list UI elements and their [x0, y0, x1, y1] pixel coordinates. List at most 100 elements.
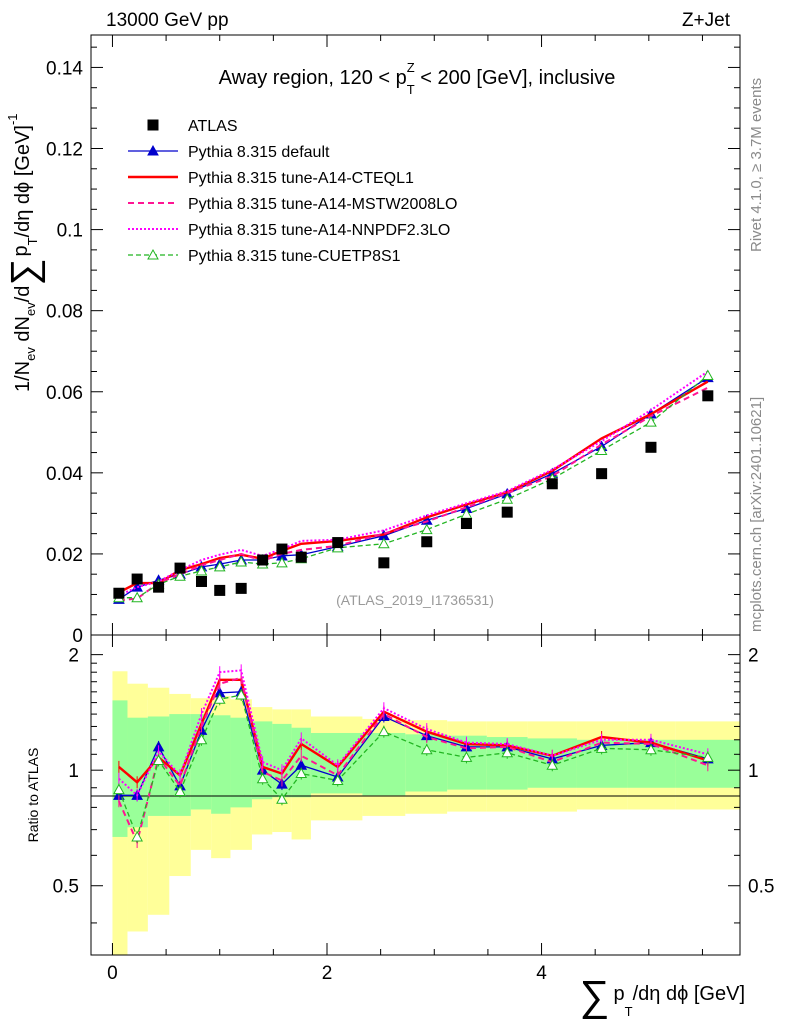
- x-axis-label: ∑ pT/dη dϕ [GeV]: [580, 972, 745, 1019]
- ratio-cuetp-point: [174, 785, 186, 796]
- main-y-tick-label: 0.14: [46, 58, 83, 79]
- main-cuetp-line: [118, 374, 709, 599]
- main-cuetp-point: [213, 560, 226, 572]
- ratio-cuetp-point: [546, 759, 559, 770]
- legend-item-cuetp: Pythia 8.315 tune-CUETP8S1: [128, 248, 401, 265]
- ratio-cuetp-point: [195, 733, 208, 745]
- main-atlas-point: [378, 557, 390, 569]
- main-atlas-point: [131, 573, 143, 585]
- main-y-axis-label: 1/Nev dNev/d∑pT/dη dϕ [GeV]-1: [4, 113, 46, 392]
- legend-atlas-marker: [147, 119, 159, 131]
- main-cuetp-point: [174, 570, 186, 581]
- legend-default-marker: [147, 144, 159, 156]
- legend-cteql1-label: Pythia 8.315 tune-A14-CTEQL1: [188, 170, 414, 187]
- ratio-cuetp-point: [645, 743, 657, 755]
- analysis-source-label: (ATLAS_2019_I1736531): [336, 592, 494, 608]
- legend-item-nnpdf: Pythia 8.315 tune-A14-NNPDF2.3LO: [128, 222, 450, 239]
- main-y-tick-label: 0.06: [46, 383, 83, 404]
- main-title: Away region, 120 < pTZ < 200 [GeV], incl…: [219, 60, 616, 97]
- legend-item-mstw: Pythia 8.315 tune-A14-MSTW2008LO: [128, 196, 457, 213]
- ratio-y-tick-label: 2: [68, 646, 79, 667]
- legend-atlas-label: ATLAS: [188, 118, 238, 135]
- main-atlas-point: [113, 587, 125, 599]
- ratio-cuetp-point: [235, 688, 248, 700]
- main-y-tick-label: 0.12: [46, 140, 83, 161]
- main-y-tick-label: 0.08: [46, 302, 83, 323]
- main-cteql1-line: [118, 380, 709, 594]
- ratio-series-layer: [113, 664, 714, 848]
- legend: ATLAS Pythia 8.315 default Pythia 8.315 tu…: [128, 118, 457, 265]
- legend-default-label: Pythia 8.315 default: [188, 144, 330, 161]
- ratio-cuetp-point: [501, 746, 514, 758]
- ratio-cuetp-point: [420, 743, 433, 755]
- main-atlas-point: [702, 390, 714, 402]
- main-y-tick-label: 0.04: [46, 464, 83, 485]
- main-cuetp-point: [378, 537, 390, 549]
- process-label: Z+Jet: [682, 10, 731, 31]
- mcplots-label: mcplots.cern.ch [arXiv:2401.10621]: [748, 397, 765, 632]
- ratio-y-tick-label-right: 2: [748, 646, 759, 667]
- main-atlas-point: [546, 478, 558, 490]
- ratio-green-band-bin: [211, 715, 231, 814]
- ratio-green-band-bin: [362, 732, 406, 796]
- main-atlas-point: [460, 518, 472, 530]
- main-nnpdf-line: [118, 370, 709, 597]
- ratio-green-band-bin: [169, 714, 191, 816]
- ratio-cuetp-point: [295, 767, 308, 779]
- main-cuetp-point: [420, 523, 433, 535]
- main-cuetp-point: [645, 416, 657, 427]
- main-cuetp-point: [701, 369, 714, 381]
- ratio-cuetp-point: [256, 772, 269, 784]
- main-atlas-point: [645, 441, 657, 453]
- main-atlas-point: [235, 582, 247, 594]
- main-cuetp-point: [131, 591, 143, 603]
- main-atlas-point: [214, 584, 226, 596]
- ratio-green-band-bin: [127, 717, 148, 828]
- ratio-y-tick-label: 0.5: [53, 877, 79, 898]
- legend-item-atlas: ATLAS: [147, 118, 238, 135]
- ratio-cuetp-point: [378, 725, 390, 737]
- main-cuetp-point: [276, 556, 288, 568]
- main-atlas-point: [153, 581, 165, 593]
- main-mstw-line: [118, 386, 709, 602]
- legend-item-default: Pythia 8.315 default: [128, 144, 330, 161]
- ratio-cuetp-point: [595, 742, 608, 753]
- main-default-line: [118, 377, 709, 600]
- main-cuetp-point: [501, 493, 514, 504]
- main-atlas-point: [174, 562, 186, 574]
- ratio-y-tick-label-right: 1: [748, 761, 759, 782]
- ratio-green-band-bin: [230, 717, 252, 808]
- main-series-layer: [113, 369, 714, 604]
- ratio-cuetp-point: [460, 751, 473, 762]
- x-tick-label: 4: [536, 963, 547, 984]
- ratio-cuetp-point: [701, 751, 714, 762]
- legend-cuetp-marker: [147, 248, 159, 260]
- main-atlas-point: [421, 536, 433, 548]
- ratio-y-tick-label: 1: [68, 761, 79, 782]
- ratio-axis-ticks: 0.5 0.5 1 1 2 2 0 2 4: [53, 635, 774, 984]
- legend-nnpdf-label: Pythia 8.315 tune-A14-NNPDF2.3LO: [188, 222, 450, 239]
- main-y-tick-label: 0.02: [46, 545, 83, 566]
- main-atlas-point: [501, 506, 513, 518]
- main-atlas-point: [295, 551, 307, 563]
- main-y-tick-label: 0: [72, 626, 83, 647]
- ratio-cuetp-point: [131, 830, 143, 842]
- ratio-y-axis-label: Ratio to ATLAS: [25, 748, 41, 843]
- ratio-plot-frame: [90, 634, 741, 956]
- x-tick-label: 2: [322, 963, 333, 984]
- ratio-cuetp-point: [213, 693, 226, 704]
- energy-label: 13000 GeV pp: [106, 10, 229, 31]
- main-cuetp-point: [595, 444, 608, 456]
- main-atlas-point: [195, 575, 207, 587]
- ratio-cuetp-point: [113, 783, 125, 795]
- main-atlas-point: [276, 543, 288, 555]
- main-y-tick-label: 0.1: [57, 221, 83, 242]
- ratio-y-tick-label-right: 0.5: [748, 877, 774, 898]
- ratio-cuetp-point: [331, 774, 344, 785]
- legend-item-cteql1: Pythia 8.315 tune-A14-CTEQL1: [128, 170, 414, 187]
- ratio-cuetp-point: [152, 754, 165, 765]
- main-cuetp-point: [235, 555, 248, 567]
- rivet-version-label: Rivet 4.1.0, ≥ 3.7M events: [748, 78, 765, 252]
- main-cuetp-point: [195, 564, 208, 576]
